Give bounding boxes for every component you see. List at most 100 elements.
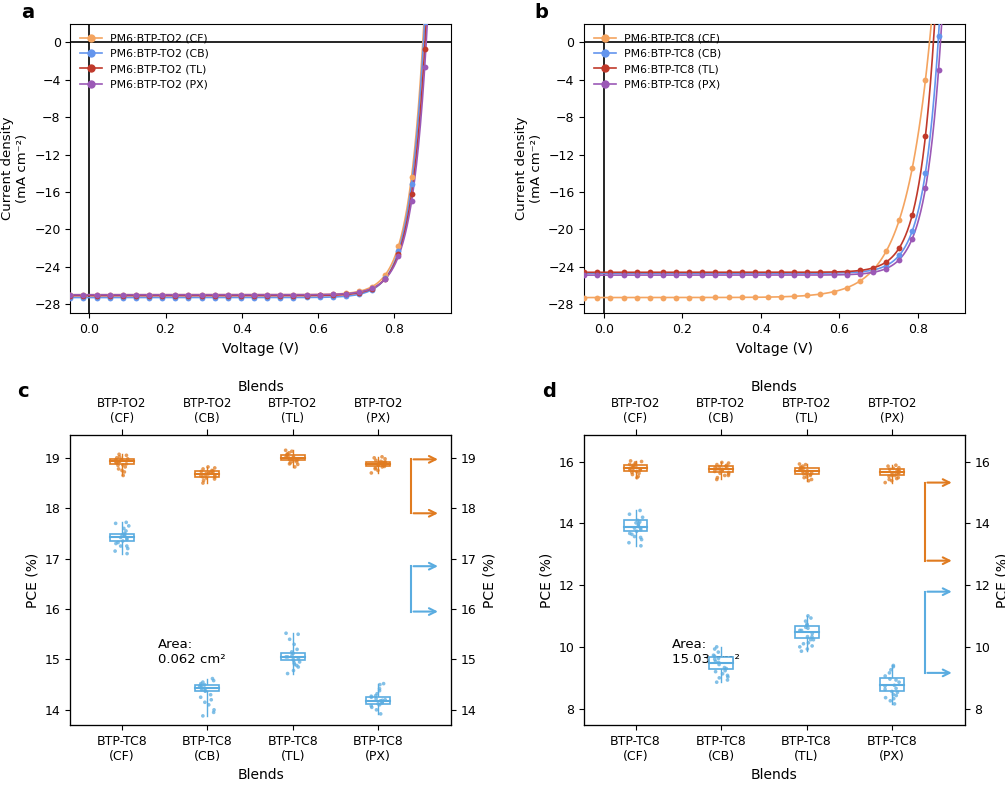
Point [885,660,901,673]
Legend: PM6:BTP-TC8 (CF), PM6:BTP-TC8 (CB), PM6:BTP-TC8 (TL), PM6:BTP-TC8 (PX): PM6:BTP-TC8 (CF), PM6:BTP-TC8 (CB), PM6:… [590,29,726,94]
Point [201,698,217,711]
Point [721,467,737,480]
Point [796,467,812,480]
Point [881,470,897,483]
Point [364,466,380,479]
Point [799,643,815,656]
Point [195,709,211,722]
Point [713,467,729,480]
Point [793,462,809,474]
Point [368,690,384,702]
Point [207,469,223,481]
Point [625,462,641,474]
Text: b: b [535,3,549,22]
Point [632,515,648,528]
Point [799,470,815,483]
Point [116,469,132,481]
Point [377,458,393,470]
Point [370,458,386,470]
Point [626,522,642,534]
Point [108,454,124,466]
Point [625,459,641,471]
Point [115,459,131,471]
Point [285,664,302,677]
Point [108,517,124,530]
Point [193,678,209,690]
Point [710,471,726,484]
Point [195,463,211,475]
Point [204,464,220,477]
Point [803,468,819,481]
Point [282,456,298,469]
Point [115,529,131,541]
Point [284,649,300,662]
Point [280,452,296,464]
Point [193,465,209,478]
Point [888,472,904,485]
Point [883,686,899,698]
Point [793,461,809,474]
Point [284,455,300,467]
Point [708,665,724,678]
Point [625,464,641,477]
Point [885,462,901,474]
Point [881,463,897,475]
Point [622,455,638,467]
Point [205,466,221,478]
Point [377,456,393,469]
Point [376,678,392,690]
Point [795,465,811,478]
Point [630,514,646,526]
Point [113,540,129,552]
Point [886,697,902,710]
Point [885,688,901,701]
Point [206,706,222,719]
Point [290,652,307,665]
Point [374,696,390,708]
Point [800,610,816,623]
Point [289,458,306,470]
Point [290,628,307,641]
Point [633,540,649,552]
Point [193,678,209,691]
Point [279,448,295,460]
Point [197,685,213,697]
Text: a: a [21,3,34,22]
Y-axis label: Current density
(mA cm⁻²): Current density (mA cm⁻²) [1,117,29,221]
Point [119,449,135,462]
Point [719,462,735,474]
Point [374,697,390,709]
Point [791,458,807,470]
Point [882,663,898,676]
Point [707,465,723,478]
Point [117,530,133,542]
Point [624,468,640,481]
Point [206,473,222,485]
Point [111,455,127,468]
Point [281,633,297,645]
Point [203,693,219,706]
Point [632,463,648,475]
Point [804,473,820,485]
Point [629,471,645,484]
Bar [880,469,904,475]
Point [200,467,216,480]
Point [119,533,135,546]
Point [803,611,819,624]
Point [632,504,648,517]
Point [289,643,306,656]
Point [372,698,388,711]
X-axis label: Blends: Blends [237,380,284,394]
Point [798,459,814,471]
Point [711,646,727,659]
Point [720,669,736,682]
Point [114,453,130,466]
Point [204,672,220,685]
Point [285,654,302,667]
Point [201,466,217,479]
Point [718,460,734,473]
Bar [623,520,647,531]
Point [121,519,137,532]
Bar [623,465,647,470]
Point [799,618,815,630]
